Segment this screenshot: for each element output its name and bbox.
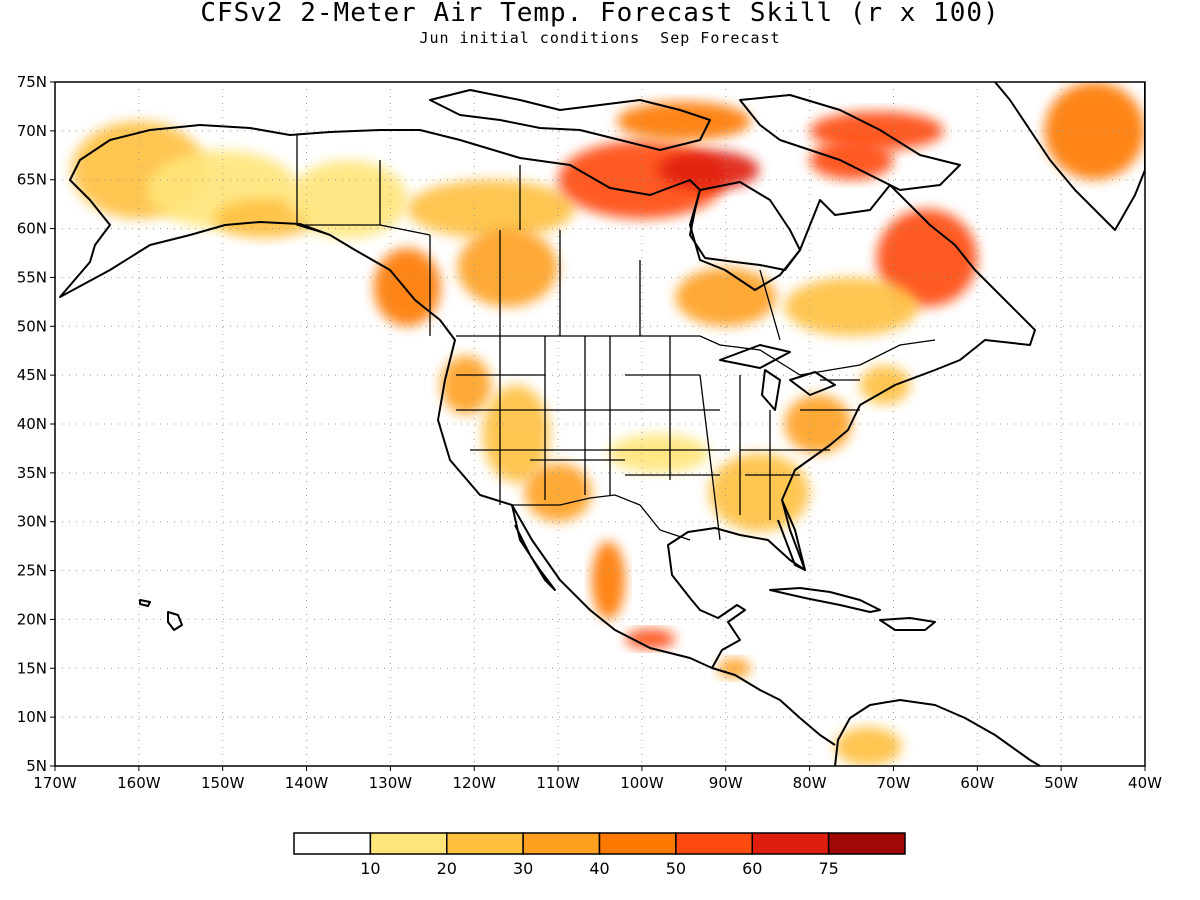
arctic-islands-coastline (429, 89, 711, 151)
colorbar-swatch (675, 832, 753, 855)
x-tick-label: 70W (877, 774, 911, 792)
x-tick-label: 160W (117, 774, 161, 792)
us-canada-border (456, 335, 936, 376)
skill-region-arctic-islands (616, 101, 751, 141)
colorbar-label: 30 (513, 859, 533, 878)
skill-region-nw-territories (407, 179, 575, 239)
colorbar-swatch (827, 832, 906, 855)
colorbar: 10 20 30 40 50 60 75 (293, 832, 906, 878)
coastlines (59, 82, 1145, 766)
colorbar-swatch (369, 832, 448, 855)
skill-region-labrador (876, 209, 978, 307)
x-tick-label: 90W (709, 774, 743, 792)
baffin-island-coastline (739, 94, 961, 191)
x-tick-label: 120W (452, 774, 496, 792)
colorbar-swatch (293, 832, 372, 855)
skill-region-greenland (1044, 82, 1145, 180)
y-tick-label: 5N (26, 757, 47, 775)
skill-region-baffin (809, 140, 894, 180)
skill-region-alberta (457, 228, 559, 307)
south-america-coastline (834, 699, 1041, 766)
x-tick-label: 100W (620, 774, 664, 792)
skill-region-ontario (675, 267, 777, 327)
map-title: CFSv2 2-Meter Air Temp. Forecast Skill (… (200, 0, 1000, 28)
axis-labels: 170W 160W 150W 140W 130W 120W 110W 100W 90W 80W 70… (17, 73, 1162, 792)
colorbar-label: 60 (742, 859, 762, 878)
us-mexico-border (512, 494, 691, 541)
skill-shading (71, 82, 1145, 766)
skill-region-central-plains (608, 433, 709, 473)
y-tick-label: 75N (17, 73, 47, 91)
x-tick-label: 40W (1128, 774, 1162, 792)
y-tick-label: 70N (17, 122, 47, 140)
y-tick-label: 25N (17, 562, 47, 580)
y-tick-label: 40N (17, 415, 47, 433)
x-tick-label: 60W (960, 774, 994, 792)
map-subtitle: Jun initial conditions Sep Forecast (419, 29, 781, 47)
y-tick-label: 10N (17, 708, 47, 726)
y-tick-label: 60N (17, 220, 47, 238)
skill-region-alaska-south (214, 199, 315, 239)
x-tick-label: 150W (201, 774, 245, 792)
central-america-coastline (711, 667, 836, 746)
y-tick-label: 45N (17, 366, 47, 384)
y-tick-label: 65N (17, 171, 47, 189)
colorbar-label: 50 (666, 859, 686, 878)
baja-coastline (511, 504, 556, 591)
north-america-coastline (59, 124, 1036, 669)
skill-region-southwest (524, 463, 592, 522)
y-tick-label: 55N (17, 268, 47, 286)
y-tick-label: 30N (17, 513, 47, 531)
x-tick-label: 130W (369, 774, 413, 792)
cuba-coastline (769, 587, 881, 613)
x-tick-label: 80W (793, 774, 827, 792)
y-tick-label: 20N (17, 610, 47, 628)
colorbar-swatch (522, 832, 601, 855)
x-tick-label: 140W (285, 774, 329, 792)
great-lakes-coastline (719, 344, 836, 411)
colorbar-swatch (446, 832, 524, 855)
y-tick-label: 50N (17, 317, 47, 335)
colorbar-label: 20 (437, 859, 457, 878)
skill-region-colombia (834, 726, 902, 766)
skill-region-quebec-south (784, 277, 919, 337)
canadian-province-lines (297, 160, 781, 341)
y-tick-label: 35N (17, 464, 47, 482)
hudson-bay-coastline (689, 181, 801, 271)
x-tick-label: 110W (536, 774, 580, 792)
skill-region-mexico-west (591, 541, 626, 620)
y-tick-label: 15N (17, 659, 47, 677)
skill-region-southeast (709, 453, 810, 532)
colorbar-label: 10 (360, 859, 380, 878)
skill-region-pacific-nw (440, 355, 491, 415)
colorbar-swatch (598, 832, 677, 855)
florida-coastline (777, 499, 806, 571)
political-borders (296, 135, 936, 541)
colorbar-label: 40 (589, 859, 609, 878)
skill-region-ellesmere (809, 111, 944, 151)
skill-region-new-england (859, 365, 911, 405)
skill-region-mexico-south (625, 629, 676, 649)
hawaii-coastline (139, 599, 183, 631)
x-tick-label: 50W (1044, 774, 1078, 792)
x-tick-label: 170W (33, 774, 77, 792)
us-state-lines (456, 336, 860, 541)
hispaniola-coastline (879, 617, 936, 631)
greenland-coastline (994, 82, 1145, 231)
colorbar-label: 75 (818, 859, 838, 878)
colorbar-swatch (751, 832, 830, 855)
